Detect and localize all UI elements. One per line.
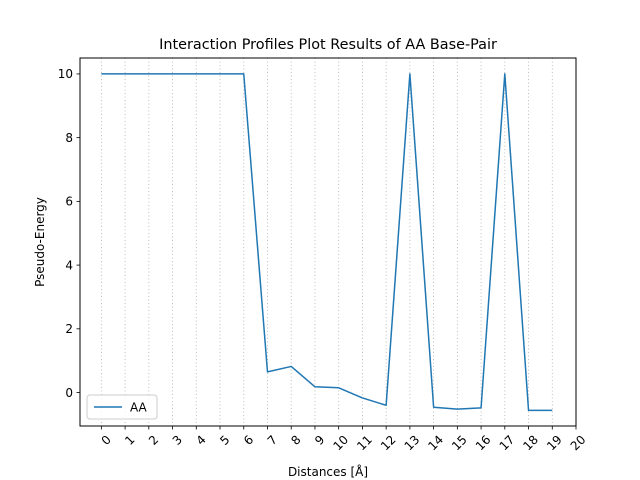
x-tick-label-11: 11 — [354, 433, 375, 454]
x-tick-label-16: 16 — [473, 433, 494, 454]
x-tick-label-8: 8 — [288, 433, 303, 448]
x-tick-label-13: 13 — [402, 433, 423, 454]
x-tick-label-10: 10 — [330, 433, 351, 454]
series-line-aa — [101, 73, 553, 412]
x-tick-label-20: 20 — [568, 433, 589, 454]
y-tick-label-0: 0 — [65, 386, 73, 400]
x-tick-label-3: 3 — [170, 433, 185, 448]
y-tick-label-4: 8 — [65, 131, 73, 145]
chart-title: Interaction Profiles Plot Results of AA … — [159, 37, 497, 53]
x-tick-label-5: 5 — [217, 433, 232, 448]
x-axis-ticks: 0 1 2 3 4 5 6 7 8 9 10 11 12 13 14 15 16 17 18 19 20 — [99, 426, 589, 454]
x-tick-label-15: 15 — [449, 433, 470, 454]
y-tick-label-2: 4 — [65, 258, 73, 272]
y-axis-label: Pseudo-Energy — [33, 197, 47, 287]
x-axis-label: Distances [Å] — [288, 464, 368, 479]
x-tick-label-18: 18 — [520, 433, 541, 454]
x-tick-label-7: 7 — [265, 433, 280, 448]
x-tick-label-6: 6 — [241, 433, 256, 448]
grid-lines — [100, 58, 577, 426]
x-tick-label-14: 14 — [425, 433, 446, 454]
x-tick-label-9: 9 — [312, 433, 327, 448]
x-tick-label-2: 2 — [146, 433, 161, 448]
x-tick-label-12: 12 — [378, 433, 399, 454]
y-tick-label-5: 10 — [58, 67, 73, 81]
plot-frame — [79, 57, 577, 427]
legend: AA — [86, 394, 158, 420]
x-tick-label-19: 19 — [544, 433, 565, 454]
x-tick-label-17: 17 — [497, 433, 518, 454]
legend-label-aa: AA — [130, 401, 148, 415]
series-layer — [101, 73, 553, 412]
y-tick-label-1: 2 — [65, 322, 73, 336]
x-tick-label-1: 1 — [122, 433, 137, 448]
x-tick-label-0: 0 — [99, 433, 114, 448]
y-tick-label-3: 6 — [65, 195, 73, 209]
x-tick-label-4: 4 — [193, 433, 208, 448]
y-axis-ticks: 0 2 4 6 8 10 — [58, 67, 80, 400]
